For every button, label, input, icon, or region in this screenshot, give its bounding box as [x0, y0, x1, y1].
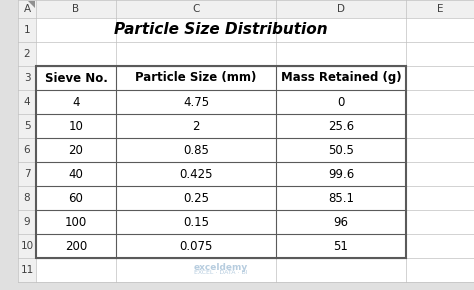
Bar	[18, 0, 36, 18]
Text: 0.425: 0.425	[179, 168, 213, 180]
Text: Particle Size (mm): Particle Size (mm)	[135, 72, 257, 84]
Bar	[18, 0, 36, 282]
Text: 1: 1	[24, 25, 30, 35]
Text: C: C	[192, 4, 200, 14]
Text: exceldemy: exceldemy	[194, 262, 248, 271]
Text: 7: 7	[24, 169, 30, 179]
Text: 51: 51	[334, 240, 348, 253]
Text: 9: 9	[24, 217, 30, 227]
Text: 10: 10	[20, 241, 34, 251]
Text: D: D	[337, 4, 345, 14]
Text: 99.6: 99.6	[328, 168, 354, 180]
Text: 0.15: 0.15	[183, 215, 209, 229]
Bar	[36, 66, 406, 258]
Text: 2: 2	[192, 119, 200, 133]
Text: E: E	[437, 4, 443, 14]
Text: 0: 0	[337, 95, 345, 108]
Text: 0.85: 0.85	[183, 144, 209, 157]
Text: 2: 2	[24, 49, 30, 59]
Text: Sieve No.: Sieve No.	[45, 72, 108, 84]
Text: 50.5: 50.5	[328, 144, 354, 157]
Text: 85.1: 85.1	[328, 191, 354, 204]
Text: B: B	[73, 4, 80, 14]
Text: 11: 11	[20, 265, 34, 275]
Text: 4: 4	[24, 97, 30, 107]
Text: 96: 96	[334, 215, 348, 229]
Text: 40: 40	[69, 168, 83, 180]
Text: 20: 20	[69, 144, 83, 157]
Text: 4: 4	[72, 95, 80, 108]
Text: 200: 200	[65, 240, 87, 253]
Text: 25.6: 25.6	[328, 119, 354, 133]
Text: 60: 60	[69, 191, 83, 204]
Text: Particle Size Distribution: Particle Size Distribution	[114, 23, 328, 37]
Text: 0.075: 0.075	[179, 240, 213, 253]
Text: A: A	[23, 4, 30, 14]
Text: 3: 3	[24, 73, 30, 83]
Text: 4.75: 4.75	[183, 95, 209, 108]
Bar	[18, 0, 474, 18]
Text: 6: 6	[24, 145, 30, 155]
Polygon shape	[28, 1, 35, 8]
Text: 10: 10	[69, 119, 83, 133]
Text: Mass Retained (g): Mass Retained (g)	[281, 72, 401, 84]
Text: EXCEL · DATA · BI: EXCEL · DATA · BI	[194, 271, 248, 275]
Text: 100: 100	[65, 215, 87, 229]
Text: 0.25: 0.25	[183, 191, 209, 204]
Text: 8: 8	[24, 193, 30, 203]
Text: 5: 5	[24, 121, 30, 131]
